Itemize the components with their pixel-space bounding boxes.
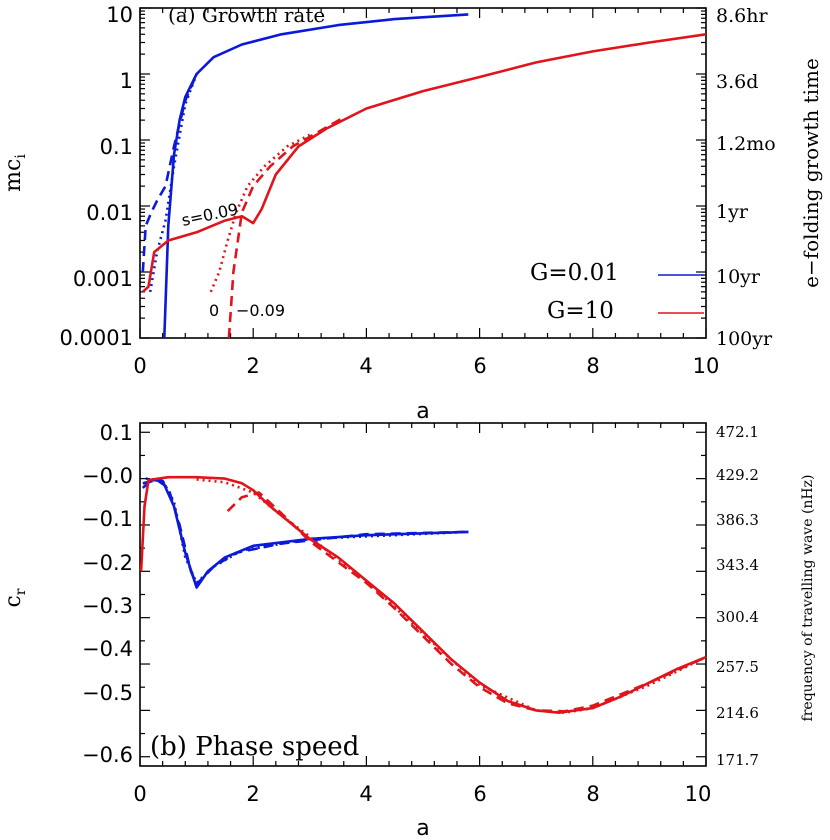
series-line-a-0 (163, 13, 469, 339)
right-tick-label-b-6: 214.6 (716, 704, 759, 722)
plot-frame-b (139, 422, 707, 767)
y-tick-label-a-4: 0.001 (73, 267, 133, 291)
y-tick-label-a-3: 0.01 (86, 201, 133, 225)
x-tick-label-a-1: 2 (246, 354, 259, 378)
right-tick-label-b-5: 257.5 (716, 658, 759, 676)
right-tick-label-b-1: 429.2 (716, 466, 759, 484)
legend-label-g001: G=0.01 (530, 260, 619, 286)
y-tick-label-b-3: −0.2 (82, 551, 133, 575)
series-line-a-3 (141, 33, 707, 293)
y-axis-title-b-main: c (1, 595, 26, 607)
series-line-b-2 (145, 477, 469, 585)
x-tick-label-a-0: 0 (133, 354, 146, 378)
y-axis-title-a-main: mc (1, 159, 26, 192)
annotation-s-0: 0 (209, 301, 219, 320)
svg-text:e−folding growth time: e−folding growth time (799, 58, 823, 288)
series-line-a-5 (209, 133, 311, 293)
x-tick-label-a-4: 8 (586, 354, 599, 378)
y-axis-title-a: mci (1, 154, 29, 192)
series-line-b-5 (196, 478, 707, 714)
x-tick-label-a-3: 6 (473, 354, 486, 378)
x-axis-title-b: a (416, 816, 429, 840)
y-tick-label-b-7: −0.6 (82, 743, 133, 767)
plot-frame-a (139, 7, 707, 339)
right-tick-label-b-4: 300.4 (716, 608, 759, 626)
x-tick-label-a-2: 4 (359, 354, 372, 378)
y-tick-label-a-1: 1 (120, 69, 133, 93)
y-tick-label-b-0: 0.1 (100, 421, 133, 445)
x-tick-label-b-2: 4 (359, 782, 372, 806)
right-tick-label-b-3: 343.4 (716, 556, 759, 574)
x-tick-label-b-1: 2 (246, 782, 259, 806)
panel-a-title: (a) Growth rate (168, 3, 325, 27)
x-tick-label-b-3: 6 (473, 782, 486, 806)
y-axis-title-b-sub: r (13, 588, 29, 595)
series-line-a-1 (141, 73, 198, 273)
svg-text:frequency of travelling wave (: frequency of travelling wave (nHz) (800, 475, 816, 722)
series-line-b-4 (226, 491, 707, 713)
annotation-s-009: s=0.09 (180, 199, 240, 230)
ticks-b (139, 423, 707, 766)
series-b (139, 475, 707, 714)
y-tick-label-b-5: −0.4 (82, 637, 133, 661)
series-line-b-1 (142, 478, 469, 586)
y-axis-title-a-sub: i (13, 154, 29, 159)
y-tick-label-b-4: −0.3 (82, 594, 133, 618)
x-tick-label-a-5: 10 (693, 354, 720, 378)
right-tick-label-b-7: 171.7 (716, 751, 759, 769)
panel-a: (a) Growth rate 0 2 4 6 8 10 a 10 1 0.1 … (1, 3, 823, 424)
y-tick-label-b-1: −0.0 (82, 464, 133, 488)
right-axis-title-b: frequency of travelling wave (nHz) (800, 475, 816, 722)
right-axis-title-a: e−folding growth time (799, 58, 823, 288)
annotation-s-neg009: −0.09 (236, 301, 285, 320)
y-tick-label-a-2: 0.1 (100, 135, 133, 159)
x-tick-label-b-5: 10 (685, 782, 712, 806)
right-tick-label-a-0: 8.6hr (716, 5, 768, 27)
series-a (141, 13, 707, 339)
svg-text:cr: cr (1, 588, 29, 607)
right-tick-label-a-1: 3.6d (716, 71, 758, 93)
right-tick-label-a-2: 1.2mo (716, 133, 776, 155)
svg-text:mci: mci (1, 154, 29, 192)
panel-b-title: (b) Phase speed (150, 732, 359, 762)
panel-b: (b) Phase speed 0 2 4 6 8 10 a 0.1 −0.0 … (1, 421, 816, 840)
right-tick-label-b-2: 386.3 (716, 511, 759, 529)
right-tick-label-a-5: 100yr (716, 328, 773, 350)
series-line-a-4 (227, 116, 345, 339)
x-tick-label-b-0: 0 (133, 782, 146, 806)
ticks-a (139, 7, 707, 339)
right-tick-label-b-0: 472.1 (716, 423, 759, 441)
legend-label-g10: G=10 (547, 298, 614, 324)
x-tick-label-b-4: 8 (586, 782, 599, 806)
series-line-a-2 (148, 73, 198, 293)
series-line-b-3 (139, 475, 707, 714)
right-tick-label-a-4: 10yr (716, 266, 761, 288)
y-axis-title-b: cr (1, 588, 29, 607)
right-tick-label-a-3: 1yr (716, 201, 749, 223)
y-tick-label-b-2: −0.1 (82, 507, 133, 531)
y-tick-label-a-5: 0.0001 (60, 326, 133, 350)
y-tick-label-b-6: −0.5 (82, 681, 133, 705)
y-tick-label-a-0: 10 (106, 3, 133, 27)
x-axis-title-a: a (416, 399, 429, 424)
